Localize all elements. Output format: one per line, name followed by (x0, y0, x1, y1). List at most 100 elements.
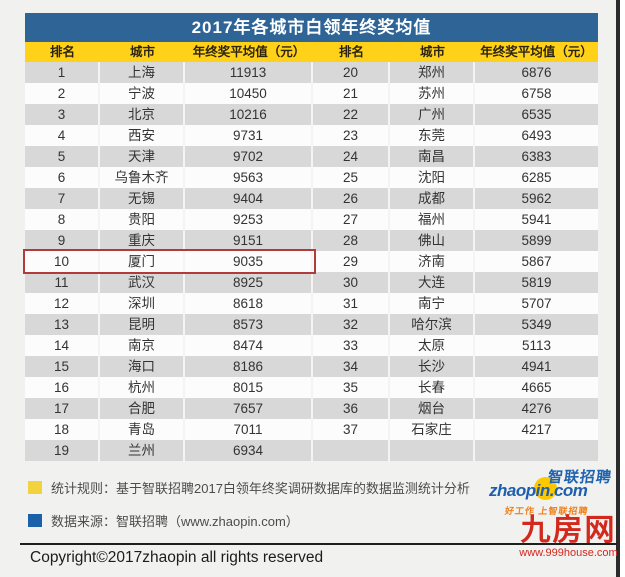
right-edge-border (616, 0, 620, 577)
city-cell: 无锡 (100, 188, 185, 209)
value-cell: 6285 (521, 170, 552, 185)
city-cell: 武汉 (100, 272, 185, 293)
rank-cell: 28 (313, 230, 390, 251)
city-cell: 宁波 (100, 83, 185, 104)
value-cell: 5349 (521, 317, 552, 332)
yellow-swatch-icon (28, 481, 42, 494)
rank-cell: 2 (25, 83, 100, 104)
city-cell: 海口 (100, 356, 185, 377)
blue-swatch-icon (28, 514, 42, 527)
legend-source-text: 数据来源：智联招聘（www.zhaopin.com） (51, 514, 299, 529)
city-cell: 南昌 (390, 146, 475, 167)
table-row: 18 青岛 7011 37 石家庄 4217 (25, 419, 598, 440)
value-cell: 9035 (185, 251, 313, 272)
value-cell: 5962 (521, 191, 552, 206)
city-cell: 广州 (390, 104, 475, 125)
rank-cell: 27 (313, 209, 390, 230)
rank-cell: 20 (313, 62, 390, 83)
table-header-row: 排名 城市 年终奖平均值（元） 排名 城市 年终奖平均值（元） (25, 42, 598, 62)
site-name: 九房网 (520, 514, 617, 547)
value-cell: 9253 (185, 209, 313, 230)
table-row: 1 上海 11913 20 郑州 6876 (25, 62, 598, 83)
rank-cell: 30 (313, 272, 390, 293)
table-row: 6 乌鲁木齐 9563 25 沈阳 6285 (25, 167, 598, 188)
value-cell: 5941 (521, 212, 552, 227)
city-cell: 深圳 (100, 293, 185, 314)
table-row: 12 深圳 8618 31 南宁 5707 (25, 293, 598, 314)
city-cell: 佛山 (390, 230, 475, 251)
rank-cell: 19 (25, 440, 100, 461)
city-cell: 石家庄 (390, 419, 475, 440)
city-cell: 长春 (390, 377, 475, 398)
table-row: 17 合肥 7657 36 烟台 4276 (25, 398, 598, 419)
value-cell: 9563 (185, 167, 313, 188)
header-city-right: 城市 (419, 45, 445, 59)
city-cell: 重庆 (100, 230, 185, 251)
rank-cell: 37 (313, 419, 390, 440)
city-cell: 兰州 (100, 440, 185, 461)
city-cell: 青岛 (100, 419, 185, 440)
city-cell: 西安 (100, 125, 185, 146)
value-cell: 10216 (185, 104, 313, 125)
table-row: 7 无锡 9404 26 成都 5962 (25, 188, 598, 209)
value-cell: 8015 (185, 377, 313, 398)
rank-cell: 18 (25, 419, 100, 440)
value-cell: 6934 (185, 440, 313, 461)
rank-cell: 22 (313, 104, 390, 125)
rank-cell: 5 (25, 146, 100, 167)
city-cell: 烟台 (390, 398, 475, 419)
table-row: 19 兰州 6934 (25, 440, 598, 461)
city-cell: 成都 (390, 188, 475, 209)
zhaopin-logo: 智联招聘 zhaopin.com 好工作 上智联招聘 (489, 466, 614, 524)
table-body: 1 上海 11913 20 郑州 6876 2 宁波 10450 21 苏州 6758 3 北京 10216… (25, 62, 598, 461)
rank-cell: 7 (25, 188, 100, 209)
value-cell: 11913 (185, 62, 313, 83)
zhaopin-brand-en: zhaopin.com (489, 481, 588, 500)
city-cell: 上海 (100, 62, 185, 83)
legend-rule-text: 统计规则：基于智联招聘2017白领年终奖调研数据库的数据监测统计分析 (51, 481, 470, 496)
value-cell: 5819 (521, 275, 552, 290)
value-cell: 5867 (521, 254, 552, 269)
rank-cell: 3 (25, 104, 100, 125)
city-cell: 乌鲁木齐 (100, 167, 185, 188)
value-cell: 6383 (521, 149, 552, 164)
rank-cell: 9 (25, 230, 100, 251)
rank-cell: 21 (313, 83, 390, 104)
rank-cell: 34 (313, 356, 390, 377)
header-value-right: 年终奖平均值（元） (480, 45, 593, 59)
rank-cell: 25 (313, 167, 390, 188)
value-cell: 5707 (521, 296, 552, 311)
value-cell: 5113 (521, 338, 552, 353)
city-cell: 大连 (390, 272, 475, 293)
value-cell: 9151 (185, 230, 313, 251)
rank-cell: 16 (25, 377, 100, 398)
site-url: www.999house.com (519, 547, 618, 559)
value-cell: 10450 (185, 83, 313, 104)
footer-divider (20, 543, 617, 545)
table-row: 8 贵阳 9253 27 福州 5941 (25, 209, 598, 230)
city-cell: 郑州 (390, 62, 475, 83)
value-cell: 9731 (185, 125, 313, 146)
legend-item-source: 数据来源：智联招聘（www.zhaopin.com） (28, 511, 299, 530)
value-cell: 6876 (521, 65, 552, 80)
value-cell: 8925 (185, 272, 313, 293)
right-edge-margin (620, 0, 625, 577)
rank-cell: 36 (313, 398, 390, 419)
legend-item-rule: 统计规则：基于智联招聘2017白领年终奖调研数据库的数据监测统计分析 (28, 478, 470, 497)
value-cell: 6758 (521, 86, 552, 101)
table-title: 2017年各城市白领年终奖均值 (25, 13, 598, 42)
header-rank-left: 排名 (49, 45, 75, 59)
city-cell: 北京 (100, 104, 185, 125)
rank-cell: 15 (25, 356, 100, 377)
table-row: 4 西安 9731 23 东莞 6493 (25, 125, 598, 146)
rank-cell: 4 (25, 125, 100, 146)
header-city-left: 城市 (129, 45, 155, 59)
site-watermark-logo: 九房网 www.999house.com (512, 515, 625, 560)
city-cell: 天津 (100, 146, 185, 167)
rank10-highlight-box (23, 249, 316, 274)
rank-cell: 10 (25, 251, 100, 272)
rank-cell: 1 (25, 62, 100, 83)
rank-cell: 24 (313, 146, 390, 167)
value-cell: 9702 (185, 146, 313, 167)
rank-cell: 23 (313, 125, 390, 146)
